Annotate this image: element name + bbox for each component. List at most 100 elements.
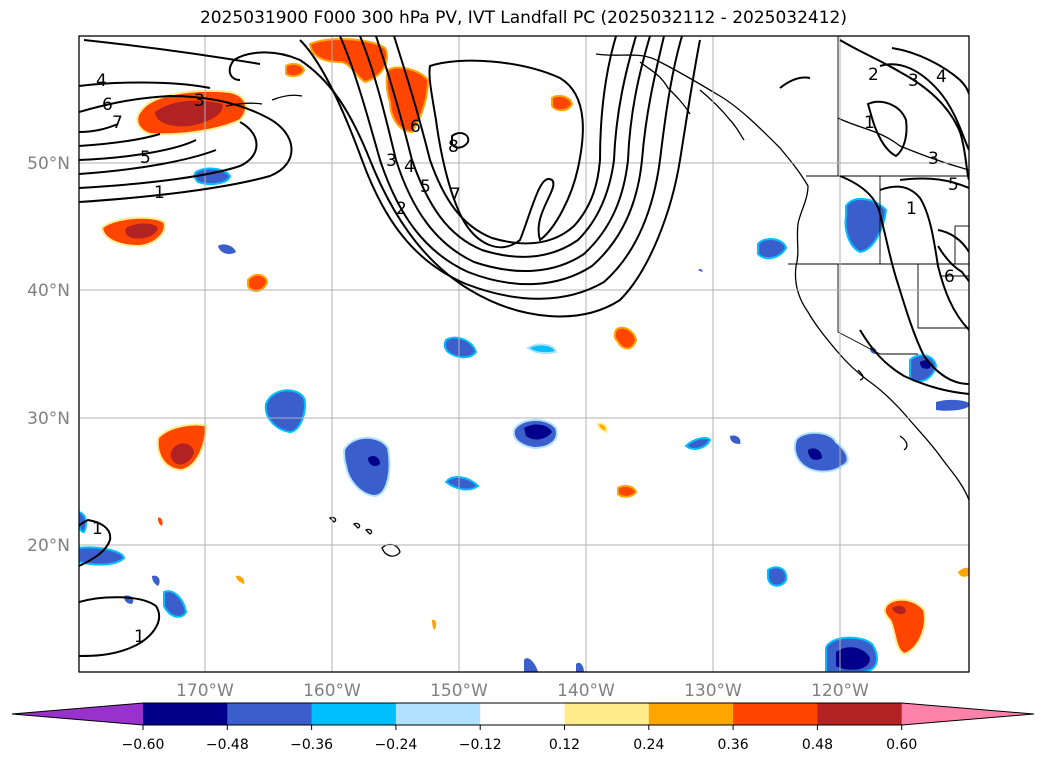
colorbar-segment [395, 703, 481, 725]
pv-negative-core [524, 424, 552, 440]
contour-label: 6 [102, 95, 113, 115]
contour-label: 4 [936, 67, 947, 87]
colorbar-segment [564, 703, 650, 725]
colorbar-segment [480, 703, 565, 725]
map-title: 2025031900 F000 300 hPa PV, IVT Landfall… [199, 8, 847, 28]
contour-label: 3 [928, 149, 939, 169]
pv-negative-blob [443, 336, 478, 359]
pv-negative-core [836, 647, 870, 670]
contour-labels: 4 6 7 3 5 1 2 3 4 5 7 8 6 2 3 4 1 3 5 6 … [92, 65, 959, 647]
pv-positive-blob [236, 575, 245, 584]
pv-positive-blob [285, 62, 306, 78]
pv-positive-blob [596, 422, 608, 434]
colorbar-tick-label: −0.12 [459, 737, 502, 753]
colorbar-tick-label: 0.48 [802, 737, 833, 753]
contour-label: 8 [448, 137, 459, 157]
latitude-labels: 50°N 40°N 30°N 20°N [27, 154, 70, 556]
contour-label: 6 [410, 117, 421, 137]
pv-positive-blob [247, 274, 269, 292]
lon-label: 170°W [176, 681, 234, 701]
contour-label: 2 [868, 65, 879, 85]
contour-label: 5 [420, 177, 431, 197]
colorbar-tick-label: −0.24 [374, 737, 417, 753]
contour-label: 4 [96, 71, 107, 91]
hawaii-island [352, 522, 361, 529]
contour-label: 3 [194, 91, 205, 111]
contour-label: 1 [154, 183, 165, 203]
pv-positive-core [892, 605, 906, 615]
pv-positive-core [155, 100, 223, 127]
lat-label: 30°N [27, 409, 70, 429]
lat-label: 20°N [27, 536, 70, 556]
pv-negative-blob [767, 566, 788, 587]
contour-label: 5 [140, 148, 151, 168]
pv-positive-blob [883, 598, 926, 656]
colorbar-tick-label: 0.36 [718, 737, 749, 753]
pv-negative-blob [730, 435, 741, 444]
pv-positive-blob [613, 326, 638, 350]
colorbar-segment [143, 703, 228, 725]
contour-label: 5 [948, 175, 959, 195]
lat-label: 50°N [27, 154, 70, 174]
pv-negative-blob [526, 343, 558, 355]
pv-negative-blob [684, 437, 712, 450]
colorbar-tick-label: 0.24 [633, 737, 664, 753]
lon-label: 140°W [557, 681, 615, 701]
map-frame [78, 35, 970, 673]
contour-label: 1 [92, 519, 103, 539]
colorbar-tick-label: 0.12 [549, 737, 580, 753]
pv-negative-blob [576, 662, 584, 672]
lon-label: 130°W [684, 681, 742, 701]
colorbar-tick-label: −0.36 [290, 737, 333, 753]
contour-label: 3 [386, 151, 397, 171]
colorbar-extend-high [901, 703, 1034, 725]
pv-positive-blob [958, 567, 969, 577]
contour-label: 1 [906, 199, 917, 219]
map-panel: 4 6 7 3 5 1 2 3 4 5 7 8 6 2 3 4 1 3 5 6 … [79, 36, 969, 672]
longitude-labels: 170°W 160°W 150°W 140°W 130°W 120°W [176, 681, 869, 701]
colorbar-tick-label: −0.48 [206, 737, 249, 753]
contour-label: 6 [944, 267, 955, 287]
colorbar: −0.60 −0.48 −0.36 −0.24 −0.12 0.12 0.24 0.36 0.4… [11, 702, 1035, 753]
colorbar-segment [733, 703, 818, 725]
pv-positive-blob [617, 484, 638, 498]
contour-label: 1 [134, 627, 145, 647]
pv-negative-blob [152, 575, 160, 586]
colorbar-segment [227, 703, 313, 725]
colorbar-segment [311, 703, 397, 725]
pv-negative-core [808, 448, 822, 460]
pv-positive-blob [551, 95, 574, 112]
colorbar-extend-low [12, 703, 143, 725]
contour-label: 7 [112, 113, 123, 133]
pv-positive-blob [158, 517, 163, 526]
pv-negative-core [368, 456, 380, 466]
hawaii-island [364, 528, 373, 535]
pv-negative-blob [218, 244, 236, 254]
lon-label: 150°W [430, 681, 488, 701]
pv-negative-blob [342, 436, 391, 498]
lon-label: 120°W [811, 681, 869, 701]
trough-contour [233, 39, 701, 318]
gridlines [79, 36, 969, 672]
contour-label: 4 [404, 157, 415, 177]
colorbar-tick-label: 0.60 [886, 737, 917, 753]
pv-positive-blob [432, 619, 437, 630]
contour-label: 2 [396, 199, 407, 219]
pv-negative-blob [936, 399, 969, 411]
colorbar-segment [817, 703, 903, 725]
pv-positive-core [125, 223, 158, 239]
pv-negative-blob [844, 198, 888, 254]
lat-label: 40°N [27, 281, 70, 301]
pv-positive-core [170, 443, 194, 465]
contour-label: 7 [450, 185, 461, 205]
pv-negative-blob [793, 431, 849, 473]
pv-negative-blob [698, 269, 703, 272]
pv-negative-blob [757, 238, 788, 260]
colorbar-segment [648, 703, 734, 725]
pv-negative-blob [524, 658, 538, 672]
lon-label: 160°W [303, 681, 361, 701]
colorbar-tick-label: −0.60 [122, 737, 165, 753]
contour-label: 3 [908, 71, 919, 91]
pv-contours [79, 36, 969, 657]
